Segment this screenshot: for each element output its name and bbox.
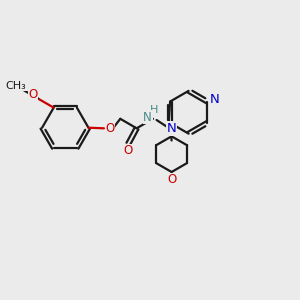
Text: H: H <box>150 106 158 116</box>
Text: N: N <box>143 110 152 124</box>
Text: CH₃: CH₃ <box>5 81 26 91</box>
Text: N: N <box>209 93 219 106</box>
Text: O: O <box>105 122 115 135</box>
Text: O: O <box>167 173 176 186</box>
Text: O: O <box>124 144 133 158</box>
Text: N: N <box>167 122 176 135</box>
Text: O: O <box>28 88 38 101</box>
